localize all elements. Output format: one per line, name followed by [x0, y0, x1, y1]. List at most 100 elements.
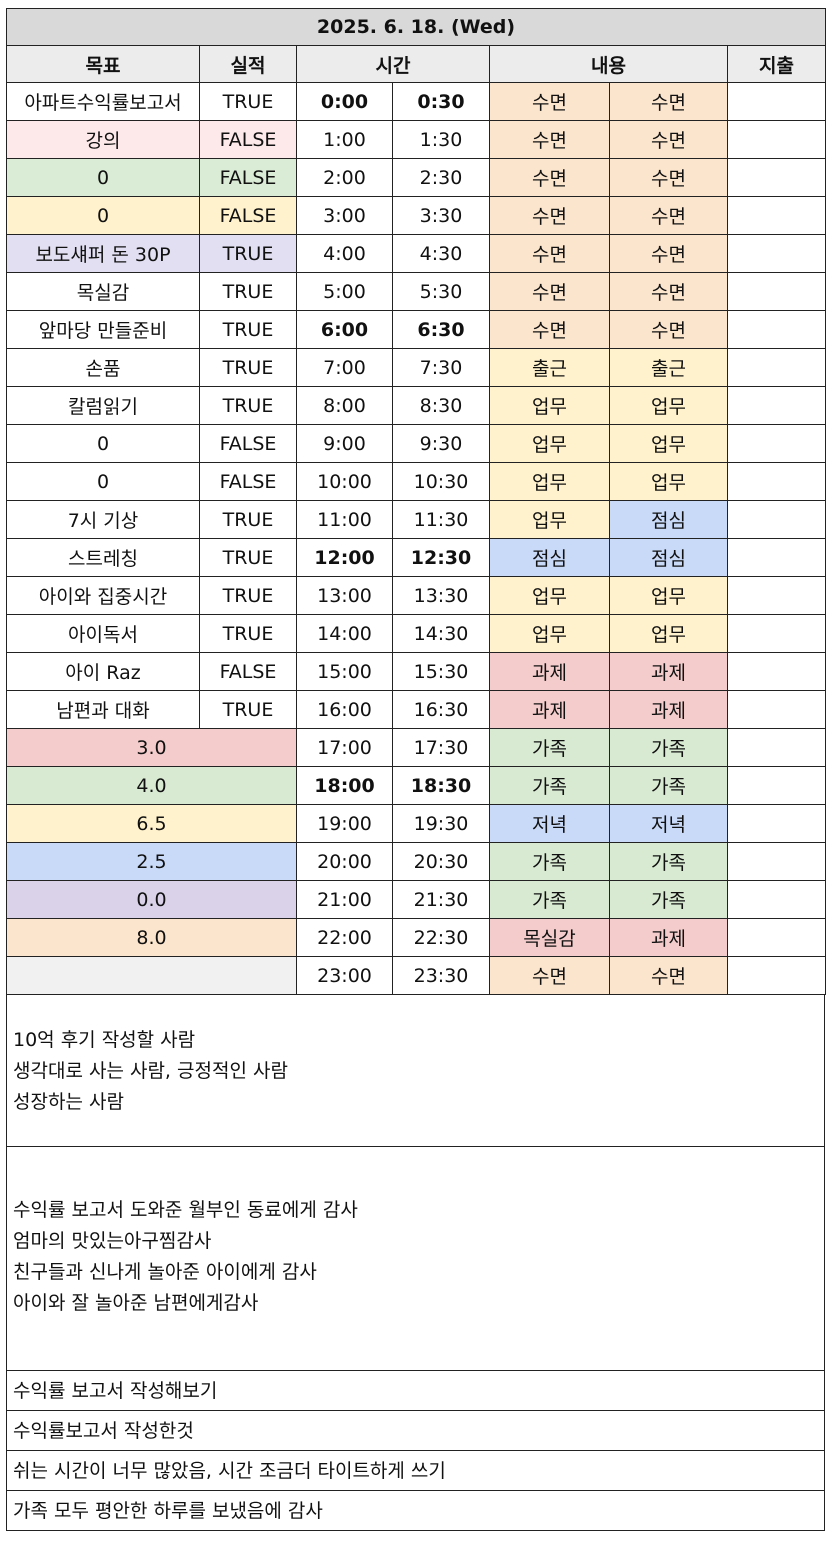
time-half-cell[interactable]: 1:30: [392, 120, 490, 159]
expense-cell[interactable]: [726, 956, 827, 995]
content-cell-2[interactable]: 업무: [609, 614, 728, 653]
content-cell-1[interactable]: 과제: [489, 652, 610, 691]
content-cell-2[interactable]: 과제: [609, 652, 728, 691]
time-start-cell[interactable]: 5:00: [296, 272, 393, 311]
time-half-cell[interactable]: 15:30: [392, 652, 490, 691]
goal-cell[interactable]: 아파트수익률보고서: [6, 82, 200, 121]
content-cell-1[interactable]: 목실감: [489, 918, 610, 957]
expense-cell[interactable]: [726, 424, 827, 463]
expense-cell[interactable]: [726, 918, 827, 957]
content-cell-1[interactable]: 수면: [489, 196, 610, 235]
summary-cell[interactable]: 0.0: [6, 880, 297, 919]
content-cell-2[interactable]: 가족: [609, 728, 728, 767]
result-cell[interactable]: TRUE: [199, 272, 297, 311]
goal-cell[interactable]: 7시 기상: [6, 500, 200, 539]
time-half-cell[interactable]: 20:30: [392, 842, 490, 881]
expense-cell[interactable]: [726, 348, 827, 387]
content-cell-1[interactable]: 점심: [489, 538, 610, 577]
result-cell[interactable]: FALSE: [199, 120, 297, 159]
time-half-cell[interactable]: 5:30: [392, 272, 490, 311]
expense-cell[interactable]: [726, 842, 827, 881]
content-cell-1[interactable]: 가족: [489, 766, 610, 805]
expense-cell[interactable]: [726, 82, 827, 121]
result-cell[interactable]: FALSE: [199, 652, 297, 691]
summary-cell[interactable]: 3.0: [6, 728, 297, 767]
expense-cell[interactable]: [726, 196, 827, 235]
content-cell-2[interactable]: 수면: [609, 82, 728, 121]
time-half-cell[interactable]: 16:30: [392, 690, 490, 729]
result-cell[interactable]: FALSE: [199, 196, 297, 235]
expense-cell[interactable]: [726, 728, 827, 767]
content-cell-2[interactable]: 수면: [609, 158, 728, 197]
content-cell-2[interactable]: 과제: [609, 690, 728, 729]
content-cell-2[interactable]: 업무: [609, 386, 728, 425]
time-start-cell[interactable]: 2:00: [296, 158, 393, 197]
time-start-cell[interactable]: 11:00: [296, 500, 393, 539]
time-half-cell[interactable]: 9:30: [392, 424, 490, 463]
time-half-cell[interactable]: 18:30: [392, 766, 490, 805]
footer-line-2[interactable]: 수익률보고서 작성한것: [6, 1411, 825, 1451]
result-cell[interactable]: FALSE: [199, 424, 297, 463]
result-cell[interactable]: TRUE: [199, 386, 297, 425]
content-cell-2[interactable]: 수면: [609, 120, 728, 159]
time-half-cell[interactable]: 4:30: [392, 234, 490, 273]
expense-cell[interactable]: [726, 538, 827, 577]
time-half-cell[interactable]: 17:30: [392, 728, 490, 767]
expense-cell[interactable]: [726, 766, 827, 805]
goal-cell[interactable]: 0: [6, 196, 200, 235]
content-cell-1[interactable]: 수면: [489, 272, 610, 311]
time-half-cell[interactable]: 2:30: [392, 158, 490, 197]
goal-cell[interactable]: 보도섀퍼 돈 30P: [6, 234, 200, 273]
content-cell-1[interactable]: 업무: [489, 500, 610, 539]
summary-cell[interactable]: [6, 956, 297, 995]
summary-cell[interactable]: 6.5: [6, 804, 297, 843]
time-half-cell[interactable]: 21:30: [392, 880, 490, 919]
time-start-cell[interactable]: 4:00: [296, 234, 393, 273]
time-start-cell[interactable]: 10:00: [296, 462, 393, 501]
content-cell-2[interactable]: 수면: [609, 310, 728, 349]
content-cell-1[interactable]: 출근: [489, 348, 610, 387]
goal-cell[interactable]: 손품: [6, 348, 200, 387]
time-start-cell[interactable]: 22:00: [296, 918, 393, 957]
content-cell-2[interactable]: 업무: [609, 424, 728, 463]
time-half-cell[interactable]: 23:30: [392, 956, 490, 995]
time-start-cell[interactable]: 1:00: [296, 120, 393, 159]
expense-cell[interactable]: [726, 120, 827, 159]
goal-cell[interactable]: 0: [6, 462, 200, 501]
content-cell-2[interactable]: 가족: [609, 766, 728, 805]
content-cell-1[interactable]: 수면: [489, 120, 610, 159]
content-cell-2[interactable]: 가족: [609, 880, 728, 919]
content-cell-2[interactable]: 과제: [609, 918, 728, 957]
footer-line-3[interactable]: 쉬는 시간이 너무 많았음, 시간 조금더 타이트하게 쓰기: [6, 1451, 825, 1491]
content-cell-1[interactable]: 수면: [489, 234, 610, 273]
expense-cell[interactable]: [726, 310, 827, 349]
summary-cell[interactable]: 4.0: [6, 766, 297, 805]
time-half-cell[interactable]: 22:30: [392, 918, 490, 957]
time-half-cell[interactable]: 11:30: [392, 500, 490, 539]
content-cell-1[interactable]: 업무: [489, 614, 610, 653]
expense-cell[interactable]: [726, 234, 827, 273]
content-cell-2[interactable]: 수면: [609, 272, 728, 311]
time-start-cell[interactable]: 12:00: [296, 538, 393, 577]
expense-cell[interactable]: [726, 576, 827, 615]
time-half-cell[interactable]: 12:30: [392, 538, 490, 577]
content-cell-2[interactable]: 업무: [609, 462, 728, 501]
expense-cell[interactable]: [726, 690, 827, 729]
expense-cell[interactable]: [726, 272, 827, 311]
time-start-cell[interactable]: 15:00: [296, 652, 393, 691]
content-cell-1[interactable]: 가족: [489, 728, 610, 767]
time-start-cell[interactable]: 9:00: [296, 424, 393, 463]
time-start-cell[interactable]: 17:00: [296, 728, 393, 767]
content-cell-2[interactable]: 업무: [609, 576, 728, 615]
result-cell[interactable]: TRUE: [199, 234, 297, 273]
result-cell[interactable]: TRUE: [199, 82, 297, 121]
time-start-cell[interactable]: 0:00: [296, 82, 393, 121]
identity-notes[interactable]: 10억 후기 작성할 사람 생각대로 사는 사람, 긍정적인 사람 성장하는 사…: [6, 995, 825, 1147]
expense-cell[interactable]: [726, 880, 827, 919]
time-half-cell[interactable]: 8:30: [392, 386, 490, 425]
time-start-cell[interactable]: 3:00: [296, 196, 393, 235]
content-cell-1[interactable]: 업무: [489, 462, 610, 501]
time-half-cell[interactable]: 14:30: [392, 614, 490, 653]
goal-cell[interactable]: 0: [6, 424, 200, 463]
goal-cell[interactable]: 아이 Raz: [6, 652, 200, 691]
